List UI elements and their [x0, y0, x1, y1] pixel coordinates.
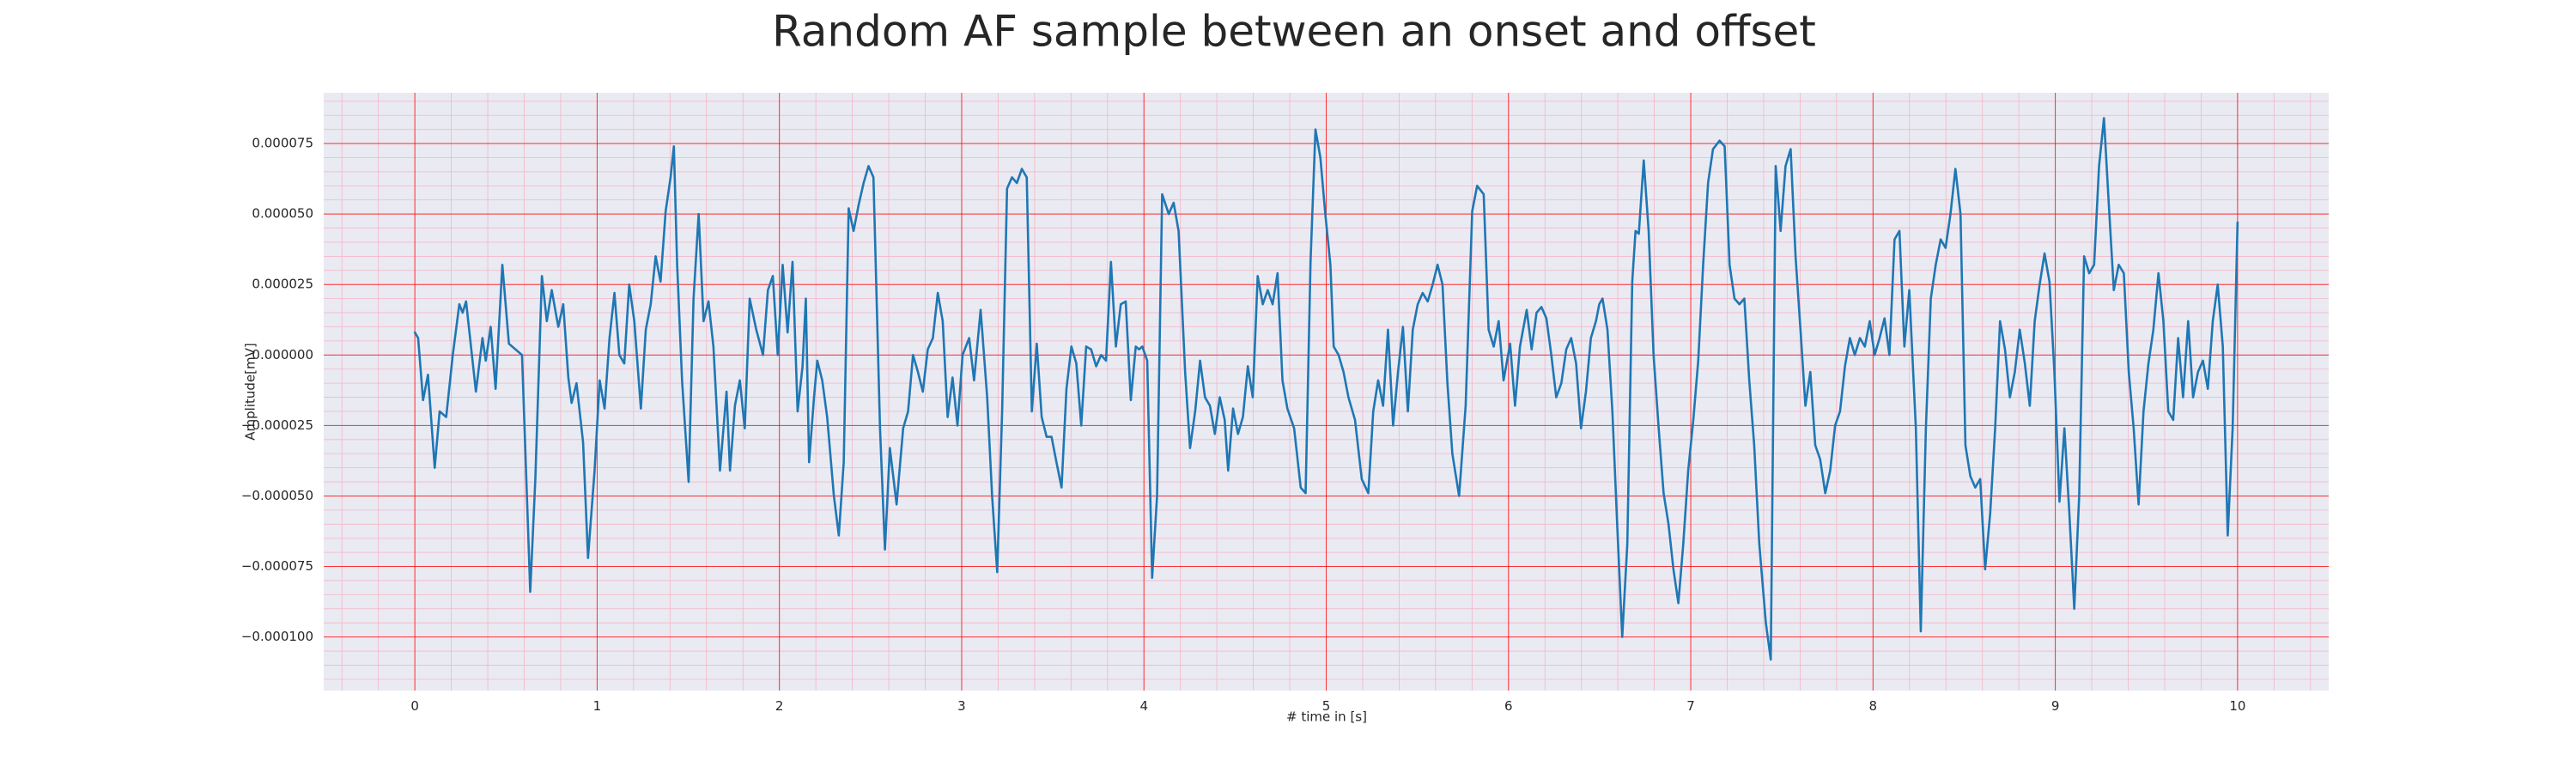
x-tick-label: 4: [1139, 698, 1148, 714]
y-tick-label: −0.000050: [241, 488, 313, 503]
x-tick-label: 0: [410, 698, 419, 714]
x-tick-label: 6: [1504, 698, 1513, 714]
signal-line: [413, 117, 2239, 661]
x-tick-label: 10: [2229, 698, 2245, 714]
x-tick-label: 8: [1869, 698, 1878, 714]
x-tick-label: 2: [775, 698, 784, 714]
y-tick-label: 0.000025: [252, 277, 313, 292]
y-tick-label: 0.000075: [252, 136, 313, 151]
y-tick-label: −0.000075: [241, 558, 313, 574]
x-tick-label: 7: [1686, 698, 1695, 714]
y-tick-label: −0.000100: [241, 629, 313, 644]
y-tick-label: 0.000000: [252, 347, 313, 362]
x-tick-label: 9: [2051, 698, 2060, 714]
x-axis-label: # time in [s]: [1286, 709, 1367, 725]
x-tick-label: 1: [593, 698, 602, 714]
x-tick-label: 5: [1322, 698, 1331, 714]
chart-title: Random AF sample between an onset and of…: [772, 7, 1816, 57]
y-tick-label: −0.000025: [241, 417, 313, 433]
y-tick-label: 0.000050: [252, 206, 313, 222]
x-tick-label: 3: [957, 698, 966, 714]
y-axis-label: Amplitude[mV]: [243, 343, 258, 440]
